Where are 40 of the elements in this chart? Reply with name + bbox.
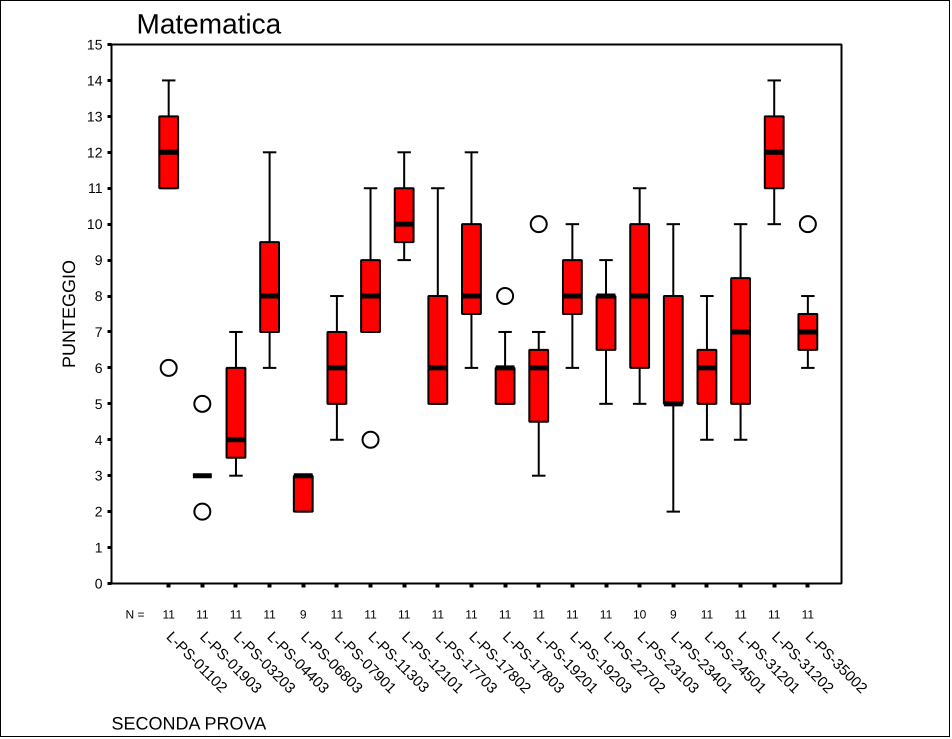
text: 11 bbox=[600, 608, 613, 622]
y-tick-label: 1 bbox=[94, 540, 103, 556]
y-tick-label: 9 bbox=[94, 252, 103, 268]
y-tick-label: 11 bbox=[88, 180, 103, 196]
text: 11 bbox=[398, 608, 411, 622]
text: N = bbox=[126, 608, 145, 622]
y-tick-label: 7 bbox=[94, 324, 103, 340]
y-tick-label: 4 bbox=[94, 432, 103, 448]
text: 10 bbox=[632, 608, 647, 622]
y-tick-label: 8 bbox=[94, 288, 103, 304]
text: 11 bbox=[230, 608, 243, 622]
text: 11 bbox=[196, 608, 209, 622]
y-tick-label: 5 bbox=[94, 396, 103, 412]
y-tick-label: 14 bbox=[86, 72, 103, 88]
y-tick-label: 15 bbox=[86, 36, 103, 52]
y-tick-label: 0 bbox=[94, 576, 103, 592]
text: 11 bbox=[498, 608, 512, 622]
text: 11 bbox=[465, 608, 478, 622]
text: 11 bbox=[330, 608, 344, 622]
text: 11 bbox=[734, 608, 748, 622]
y-tick-label: 2 bbox=[94, 504, 103, 520]
y-tick-label: 3 bbox=[94, 468, 103, 484]
y-axis-title: PUNTEGGIO bbox=[58, 260, 79, 368]
text: 11 bbox=[700, 608, 714, 622]
chart-title: Matematica bbox=[136, 8, 282, 40]
text: 11 bbox=[432, 608, 444, 622]
text: 11 bbox=[364, 608, 378, 622]
y-tick-label: 10 bbox=[86, 216, 103, 232]
text: 11 bbox=[768, 608, 781, 622]
text: 9 bbox=[670, 608, 677, 622]
text: 11 bbox=[263, 608, 276, 622]
y-tick-label: 12 bbox=[86, 144, 103, 160]
text: 11 bbox=[566, 608, 579, 622]
text: 9 bbox=[300, 608, 307, 622]
text: 11 bbox=[802, 608, 814, 622]
y-tick-label: 13 bbox=[86, 108, 103, 124]
x-axis-title: SECONDA PROVA bbox=[112, 714, 266, 734]
text: 11 bbox=[532, 608, 546, 622]
y-tick-label: 6 bbox=[94, 360, 103, 376]
text: 11 bbox=[162, 608, 176, 622]
